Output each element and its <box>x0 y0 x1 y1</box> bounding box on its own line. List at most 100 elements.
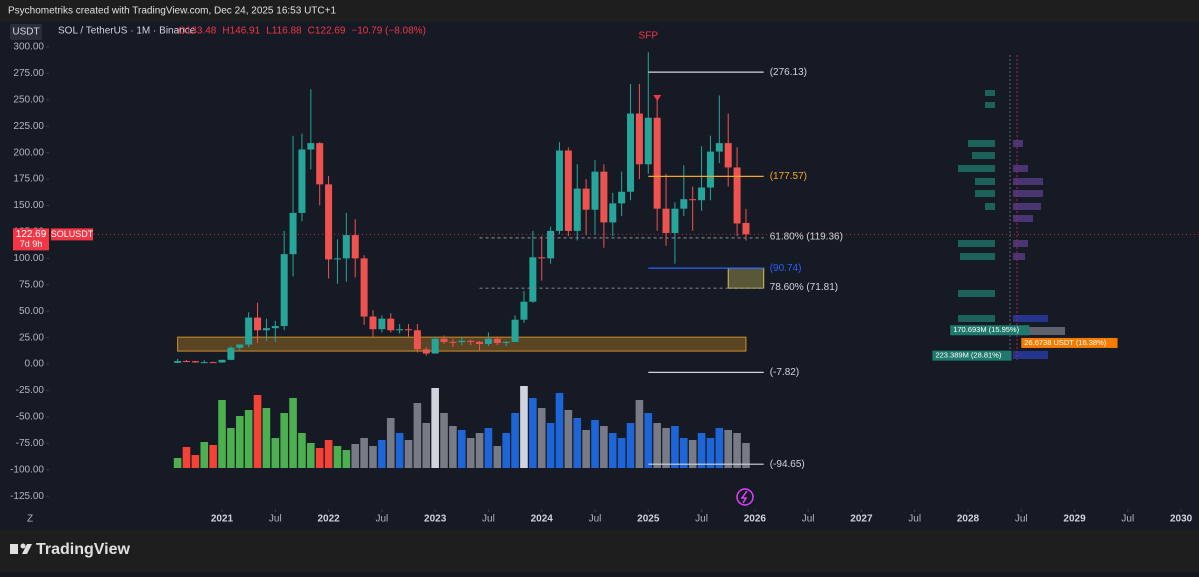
candle-body <box>733 167 741 224</box>
volume-bar <box>422 423 431 468</box>
candle-body <box>653 117 661 209</box>
header-title: Psychometriks created with TradingView.c… <box>8 6 336 17</box>
candle-body <box>529 257 537 302</box>
level-label: (90.74) <box>770 263 802 274</box>
candle-body <box>200 362 208 364</box>
candle-body <box>680 199 688 209</box>
volume-bar <box>529 398 537 468</box>
volume-bar <box>564 410 573 468</box>
volume-bar <box>253 395 262 468</box>
volume-bar <box>457 430 466 468</box>
candle-body <box>236 344 244 348</box>
currency-button[interactable] <box>10 24 42 40</box>
x-tick-label: 2025 <box>637 514 660 525</box>
candle-body <box>511 319 519 342</box>
y-tick-label: -75.00 <box>16 438 45 449</box>
x-tick-label: 2022 <box>317 514 340 525</box>
volume-bar <box>315 448 324 468</box>
candle-body <box>644 117 652 165</box>
volume-bar <box>209 445 217 468</box>
volume-bar <box>706 438 715 468</box>
x-tick-label: Jul <box>802 514 815 525</box>
volume-bar <box>333 446 342 468</box>
zone <box>727 267 765 289</box>
profile-box <box>932 350 1012 361</box>
volume-bar <box>484 428 493 468</box>
candle-body <box>627 113 635 192</box>
candle-body <box>307 143 315 150</box>
x-tick-label: 2024 <box>531 514 554 525</box>
brand-logo <box>10 543 32 554</box>
profile-label: 26.6738 USDT (16.38%) <box>1024 338 1106 347</box>
volume-bar <box>191 455 200 468</box>
y-tick-label: 150.00 <box>13 200 44 211</box>
volume-bar <box>404 440 413 468</box>
candle-body <box>342 235 350 259</box>
candle-body <box>493 338 501 343</box>
level-label: (177.57) <box>770 171 807 182</box>
volume-bar <box>680 438 688 468</box>
volume-bar <box>600 426 608 468</box>
candle-body <box>387 318 395 331</box>
volume-bar <box>653 423 661 468</box>
candle-body <box>724 143 732 168</box>
candle-body <box>706 151 714 188</box>
x-tick-label: 2028 <box>957 514 980 525</box>
candle-body <box>369 316 377 330</box>
candle-body <box>351 235 359 259</box>
volume-bar <box>289 398 297 468</box>
candle-body <box>458 340 466 343</box>
candle-body <box>191 361 199 363</box>
volume-bar <box>440 413 448 468</box>
candle-body <box>467 340 475 342</box>
level-label: 61.80% (119.36) <box>770 232 843 243</box>
volume-bar <box>378 440 386 468</box>
candle-body <box>547 230 555 259</box>
volume-bar <box>626 423 635 468</box>
x-tick-label: Jul <box>695 514 708 525</box>
level-label: (-7.82) <box>770 367 799 378</box>
symbol: SOL / TetherUS · 1M · Binance <box>58 26 196 37</box>
candle-body <box>671 208 679 233</box>
x-tick-label: Jul <box>482 514 495 525</box>
header-bar <box>0 0 1199 22</box>
candle-body <box>520 301 528 320</box>
candle-body <box>422 349 430 354</box>
candle-body <box>218 359 226 363</box>
candle-body <box>742 222 750 235</box>
candle-body <box>662 208 670 233</box>
volume-bar <box>502 433 510 468</box>
volume-bar <box>235 416 244 468</box>
volume-bar <box>271 438 280 468</box>
volume-bar <box>573 418 582 468</box>
level-label: (276.13) <box>770 67 807 78</box>
alert-icon[interactable] <box>736 488 754 506</box>
y-tick-label: 200.00 <box>13 147 44 158</box>
y-tick-label: 300.00 <box>13 42 44 53</box>
candle-body <box>174 361 182 363</box>
x-tick-label: Jul <box>1015 514 1028 525</box>
level-label: 78.60% (71.81) <box>770 282 838 293</box>
candle-body <box>538 257 546 259</box>
candle-body <box>316 143 324 185</box>
volume-bar <box>475 433 484 468</box>
x-tick-label: Jul <box>1121 514 1134 525</box>
profile-label: 223.389M (28.81%) <box>935 351 1001 360</box>
axis-corner: Z <box>27 514 33 525</box>
legend-value: C122.69 <box>308 26 346 37</box>
candle-body <box>298 149 306 213</box>
level-label: (-94.65) <box>770 459 805 470</box>
volume-bar <box>360 438 368 468</box>
candle-body <box>325 184 333 260</box>
volume-bar <box>298 433 306 468</box>
candle-body <box>431 338 439 354</box>
volume-bar <box>742 443 750 468</box>
volume-bar <box>591 420 599 468</box>
volume-bar <box>280 413 288 468</box>
legend-value: −10.79 (−8.08%) <box>351 26 426 37</box>
volume-bar <box>697 433 706 468</box>
x-tick-label: 2029 <box>1063 514 1086 525</box>
decor-profile <box>958 55 1065 360</box>
y-tick-label: 175.00 <box>13 174 44 185</box>
